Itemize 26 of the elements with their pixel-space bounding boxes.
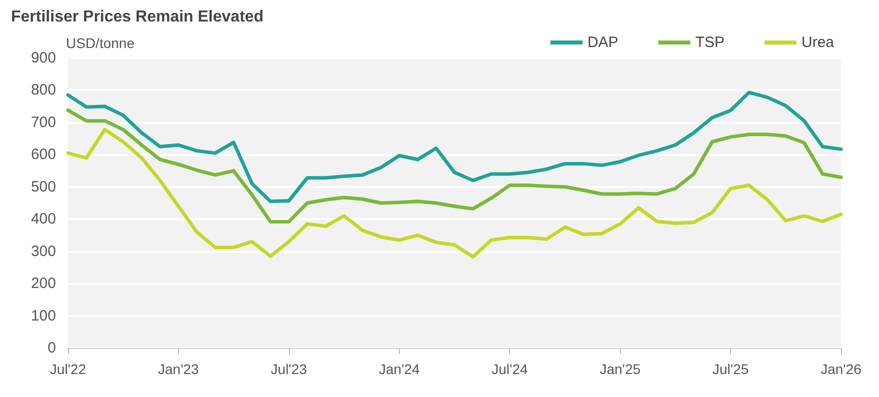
chart-title: Fertiliser Prices Remain Elevated bbox=[11, 8, 264, 26]
y-tick-label: 400 bbox=[30, 210, 56, 228]
x-tick-label: Jul'23 bbox=[270, 361, 308, 377]
line-series bbox=[66, 90, 843, 204]
y-tick-label: 500 bbox=[30, 178, 56, 196]
x-tick-label: Jul'24 bbox=[492, 361, 528, 377]
line-series bbox=[66, 108, 843, 224]
y-tick-label: 700 bbox=[30, 114, 56, 131]
line-series bbox=[66, 128, 843, 259]
y-tick-label: 800 bbox=[30, 82, 56, 99]
y-tick-label: 600 bbox=[30, 146, 56, 164]
y-tick-label: 900 bbox=[30, 50, 56, 66]
x-tick-label: Jan'23 bbox=[158, 361, 200, 377]
y-axis-title: USD/tonne bbox=[66, 35, 135, 51]
y-tick-label: 200 bbox=[30, 275, 56, 292]
legend-label: TSP bbox=[695, 34, 725, 51]
x-tick-label: Jan'26 bbox=[820, 361, 862, 377]
x-tick-label: Jan'25 bbox=[600, 361, 641, 377]
y-tick-label: 0 bbox=[48, 340, 56, 356]
x-tick-label: Jul'22 bbox=[50, 361, 86, 377]
legend-label: DAP bbox=[587, 34, 618, 51]
x-tick-label: Jan'24 bbox=[378, 361, 420, 377]
x-tick-label: Jul'25 bbox=[712, 361, 749, 377]
legend-label: Urea bbox=[801, 34, 835, 51]
y-tick-label: 100 bbox=[30, 307, 56, 324]
y-tick-label: 300 bbox=[30, 242, 56, 260]
